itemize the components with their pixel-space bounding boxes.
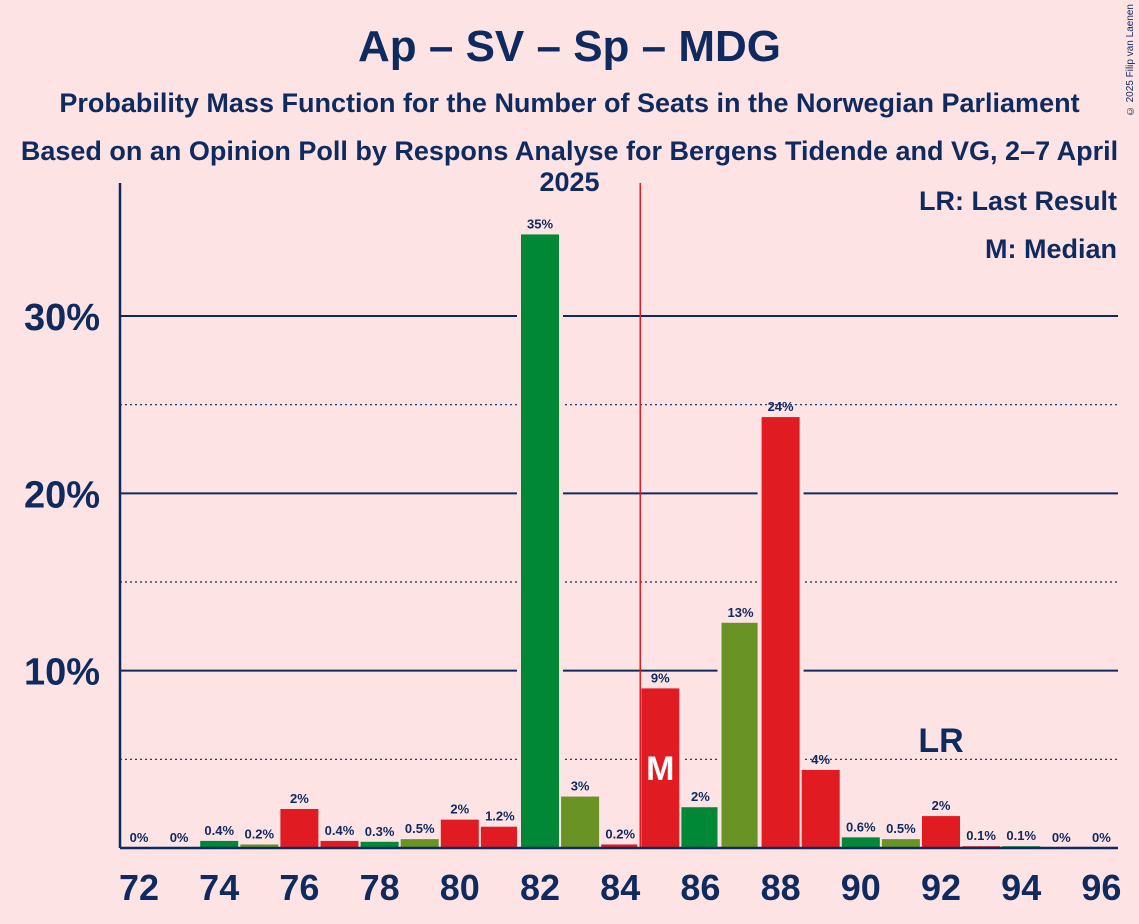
bar-seat-90 bbox=[841, 837, 880, 848]
gridlines bbox=[120, 315, 1118, 760]
x-tick-label: 74 bbox=[199, 867, 239, 908]
bar-seat-79 bbox=[400, 839, 439, 848]
x-tick-label: 96 bbox=[1081, 867, 1121, 908]
bar-seat-84 bbox=[601, 844, 640, 848]
bar-value-label: 9% bbox=[651, 670, 670, 685]
bar-value-label: 0% bbox=[130, 830, 149, 845]
chart-source-line: Based on an Opinion Poll by Respons Anal… bbox=[20, 136, 1119, 197]
bar-value-label: 0.5% bbox=[405, 821, 435, 836]
bar-value-label: 0.5% bbox=[886, 821, 916, 836]
bar-seat-89 bbox=[801, 769, 840, 848]
y-tick-label: 10% bbox=[24, 652, 100, 694]
bar-seat-83 bbox=[561, 796, 600, 848]
bar-seat-78 bbox=[360, 841, 399, 848]
bar-value-label: 0% bbox=[170, 830, 189, 845]
bar-value-label: 0.2% bbox=[605, 826, 635, 841]
y-tick-label: 20% bbox=[24, 474, 100, 516]
bar-seat-75 bbox=[240, 844, 279, 848]
x-tick-label: 94 bbox=[1001, 867, 1041, 908]
bar-value-label: 0.4% bbox=[204, 823, 234, 838]
bar-value-label: 1.2% bbox=[485, 809, 515, 824]
bar-value-label: 0.2% bbox=[244, 826, 274, 841]
axes: 10% 20% 30% 72 74 76 78 80 82 84 86 88 90 92 94 96 bbox=[24, 183, 1121, 908]
bar-value-label: 0.1% bbox=[1006, 828, 1036, 843]
bar-value-label: 4% bbox=[811, 752, 830, 767]
x-tick-label: 84 bbox=[600, 867, 640, 908]
bar-value-label: 35% bbox=[527, 216, 553, 231]
bar-seat-81 bbox=[480, 826, 519, 848]
bar-value-label: 0.6% bbox=[846, 819, 876, 834]
chart-title: Ap – SV – Sp – MDG bbox=[358, 22, 781, 71]
x-tick-label: 92 bbox=[921, 867, 961, 908]
bar-value-label: 0% bbox=[1092, 830, 1111, 845]
bar-series bbox=[200, 234, 1041, 849]
median-marker: M bbox=[646, 750, 674, 788]
bar-value-label: 3% bbox=[571, 779, 590, 794]
legend-median: M: Median bbox=[985, 234, 1117, 264]
data-labels: 0% 0% 0.4% 0.2% 2% 0.4% 0.3% 0.5% 2% 1.2% 35% 3% 0.2… bbox=[130, 216, 1112, 845]
bar-seat-85 bbox=[641, 688, 680, 848]
bar-seat-74 bbox=[200, 840, 239, 848]
bar-value-label: 0% bbox=[1052, 830, 1071, 845]
bar-value-label: 2% bbox=[290, 791, 309, 806]
x-tick-label: 82 bbox=[520, 867, 560, 908]
bar-value-label: 0.1% bbox=[966, 828, 996, 843]
bar-seat-91 bbox=[881, 839, 920, 848]
bar-seat-77 bbox=[320, 840, 359, 848]
bar-value-label: 13% bbox=[727, 605, 753, 620]
bar-value-label: 0.4% bbox=[325, 823, 355, 838]
bar-value-label: 2% bbox=[691, 789, 710, 804]
bar-seat-80 bbox=[440, 819, 479, 848]
bar-seat-87 bbox=[721, 622, 760, 848]
x-tick-label: 90 bbox=[841, 867, 881, 908]
bar-seat-86 bbox=[681, 807, 720, 848]
last-result-marker: LR bbox=[918, 722, 963, 760]
bar-seat-82 bbox=[521, 234, 559, 849]
y-tick-label: 30% bbox=[24, 297, 100, 339]
x-tick-label: 78 bbox=[360, 867, 400, 908]
legend-last-result: LR: Last Result bbox=[919, 186, 1117, 216]
x-tick-label: 88 bbox=[761, 867, 801, 908]
chart-subtitle: Probability Mass Function for the Number… bbox=[59, 88, 1080, 118]
bar-value-label: 2% bbox=[932, 798, 951, 813]
bar-seat-88 bbox=[761, 417, 800, 848]
bar-value-label: 2% bbox=[450, 802, 469, 817]
x-tick-label: 76 bbox=[279, 867, 319, 908]
bar-value-label: 24% bbox=[768, 399, 794, 414]
bar-seat-76 bbox=[280, 808, 319, 848]
x-tick-label: 86 bbox=[680, 867, 720, 908]
x-tick-label: 80 bbox=[440, 867, 480, 908]
bar-value-label: 0.3% bbox=[365, 824, 395, 839]
x-tick-label: 72 bbox=[119, 867, 159, 908]
bar-seat-92 bbox=[922, 816, 960, 848]
